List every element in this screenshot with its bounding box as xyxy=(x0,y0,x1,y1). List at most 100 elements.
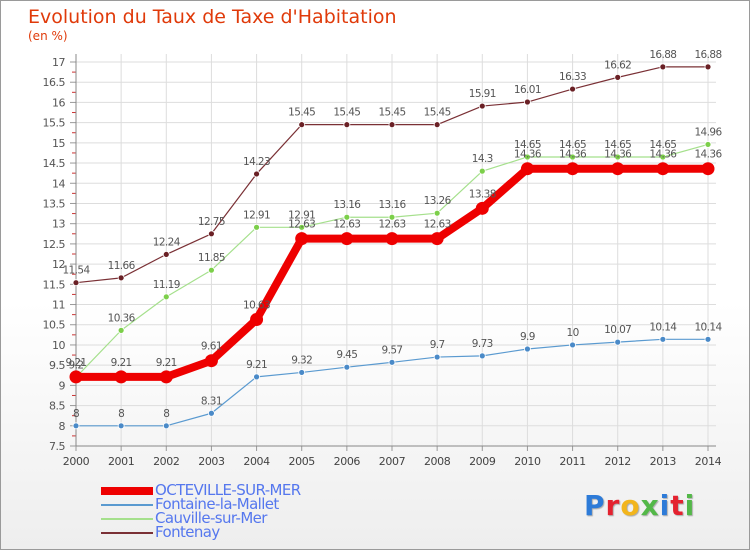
data-point-fontaine xyxy=(704,335,712,343)
data-point-octeville xyxy=(475,201,489,215)
x-tick-label: 2014 xyxy=(695,455,722,468)
x-tick-label: 2005 xyxy=(289,455,316,468)
data-label-octeville: 13.38 xyxy=(469,188,496,200)
data-label-octeville: 14.36 xyxy=(604,149,632,161)
data-label-cauville: 14.65 xyxy=(604,139,631,151)
data-label-fontenay: 11.54 xyxy=(62,265,90,277)
data-label-cauville: 14.3 xyxy=(472,153,493,165)
data-point-fontaine xyxy=(162,422,170,430)
data-point-fontaine xyxy=(478,352,486,360)
legend-swatch-octeville xyxy=(101,487,153,495)
data-label-fontaine: 8 xyxy=(163,408,169,420)
data-point-octeville xyxy=(250,312,264,326)
data-label-fontaine: 8.31 xyxy=(201,395,222,407)
grid xyxy=(76,54,716,446)
data-point-fontaine xyxy=(72,422,80,430)
proxiti-logo: Proxiti xyxy=(584,489,695,522)
data-point-fontenay xyxy=(433,121,441,129)
y-tick-label: 8.5 xyxy=(49,400,65,413)
data-label-cauville: 12.91 xyxy=(243,209,270,221)
data-point-fontaine xyxy=(524,345,531,353)
legend-label-cauville: Cauville-sur-Mer xyxy=(155,509,267,527)
data-point-fontenay xyxy=(569,85,576,93)
data-label-fontenay: 12.24 xyxy=(153,236,181,248)
data-label-octeville: 10.63 xyxy=(243,299,270,311)
data-label-octeville: 12.63 xyxy=(333,219,360,231)
y-tick-label: 13 xyxy=(52,218,65,231)
y-tick-label: 16 xyxy=(52,96,65,109)
data-point-fontenay xyxy=(298,121,306,129)
data-label-octeville: 9.21 xyxy=(66,357,87,369)
data-point-fontaine xyxy=(117,422,125,430)
y-tick-label: 16.5 xyxy=(43,76,66,89)
data-label-fontaine: 9.7 xyxy=(430,339,445,351)
y-tick-label: 13.5 xyxy=(43,197,66,210)
data-point-cauville xyxy=(478,167,486,175)
data-label-octeville: 14.36 xyxy=(559,149,587,161)
data-point-octeville xyxy=(204,354,218,368)
data-label-cauville: 14.65 xyxy=(649,139,676,151)
data-point-cauville xyxy=(614,153,622,161)
data-point-fontaine xyxy=(298,369,306,376)
data-point-cauville xyxy=(659,153,667,161)
y-tick-label: 14 xyxy=(52,177,65,190)
data-point-octeville xyxy=(385,232,399,246)
data-label-fontaine: 9.57 xyxy=(382,344,403,356)
data-point-fontenay xyxy=(659,63,667,71)
y-tick-label: 10 xyxy=(52,339,65,352)
y-tick-label: 9.5 xyxy=(49,359,65,372)
x-tick-label: 2006 xyxy=(334,455,361,468)
data-label-octeville: 14.36 xyxy=(694,149,722,161)
y-tick-label: 10.5 xyxy=(43,319,66,332)
data-point-octeville xyxy=(611,162,625,176)
data-point-octeville xyxy=(520,162,534,176)
data-label-octeville: 12.63 xyxy=(424,219,451,231)
data-label-fontaine: 9.21 xyxy=(246,359,267,371)
data-label-octeville: 9.21 xyxy=(111,357,132,369)
data-point-cauville xyxy=(569,153,576,161)
data-point-cauville xyxy=(704,141,712,148)
data-point-fontenay xyxy=(388,121,396,129)
data-label-fontaine: 10.14 xyxy=(649,321,677,333)
data-point-cauville xyxy=(117,326,125,334)
data-point-fontaine xyxy=(614,338,622,346)
data-label-fontenay: 14.23 xyxy=(243,156,270,168)
data-label-fontenay: 16.33 xyxy=(559,71,586,83)
data-point-fontenay xyxy=(162,251,170,258)
data-label-octeville: 12.63 xyxy=(378,219,405,231)
x-tick-label: 2007 xyxy=(379,455,406,468)
data-label-cauville: 14.65 xyxy=(559,139,586,151)
y-tick-label: 17 xyxy=(52,56,65,69)
x-tick-label: 2008 xyxy=(424,455,451,468)
y-tick-label: 11.5 xyxy=(43,278,66,291)
data-label-fontaine: 8 xyxy=(73,408,79,420)
data-label-fontenay: 15.91 xyxy=(469,88,496,100)
data-point-fontaine xyxy=(208,409,215,417)
x-tick-label: 2012 xyxy=(605,455,631,468)
x-tick-label: 2011 xyxy=(559,455,585,468)
data-label-fontaine: 9.32 xyxy=(291,354,312,366)
data-label-fontaine: 10 xyxy=(566,327,578,339)
y-tick-label: 15 xyxy=(52,137,65,150)
x-tick-label: 2013 xyxy=(650,455,677,468)
y-tick-label: 9 xyxy=(59,379,66,392)
legend-swatch-fontaine xyxy=(101,504,153,506)
x-tick-label: 2009 xyxy=(469,455,496,468)
x-tick-label: 2002 xyxy=(153,455,179,468)
data-point-cauville xyxy=(208,266,215,274)
data-label-fontenay: 15.45 xyxy=(424,107,451,119)
logo-letter: t xyxy=(670,489,685,522)
data-label-fontenay: 16.62 xyxy=(604,59,631,71)
data-point-octeville xyxy=(701,162,715,176)
data-label-cauville: 14.96 xyxy=(694,126,722,138)
data-label-cauville: 9.2 xyxy=(69,359,84,371)
logo-letter: x xyxy=(640,489,660,522)
data-point-octeville xyxy=(114,370,128,384)
data-point-fontenay xyxy=(253,170,260,178)
data-point-fontenay xyxy=(72,279,80,287)
y-tick-label: 8 xyxy=(59,420,66,433)
x-tick-label: 2003 xyxy=(198,455,225,468)
data-label-fontenay: 15.45 xyxy=(378,107,405,119)
data-labels: 9.21 9.21 9.21 9.61 10.63 12.63 12.63 12.63 12.6… xyxy=(62,49,723,420)
